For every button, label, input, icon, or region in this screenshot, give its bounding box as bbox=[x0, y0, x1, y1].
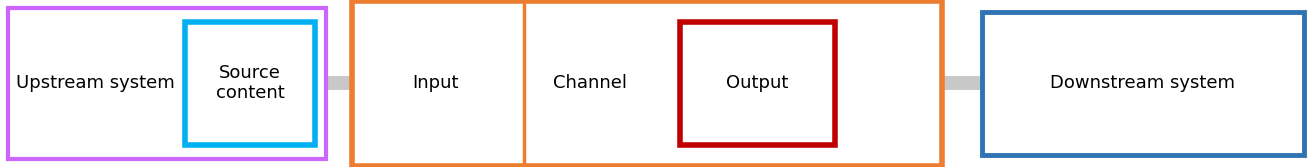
Text: Input: Input bbox=[412, 74, 458, 92]
Text: Downstream system: Downstream system bbox=[1050, 74, 1236, 92]
Text: Upstream system: Upstream system bbox=[16, 74, 175, 92]
Text: Channel: Channel bbox=[553, 74, 626, 92]
Text: Source
content: Source content bbox=[216, 64, 284, 102]
FancyBboxPatch shape bbox=[680, 22, 834, 145]
Text: Output: Output bbox=[726, 74, 788, 92]
FancyBboxPatch shape bbox=[186, 22, 315, 145]
FancyBboxPatch shape bbox=[8, 8, 326, 159]
FancyBboxPatch shape bbox=[982, 12, 1304, 155]
FancyBboxPatch shape bbox=[351, 1, 942, 166]
